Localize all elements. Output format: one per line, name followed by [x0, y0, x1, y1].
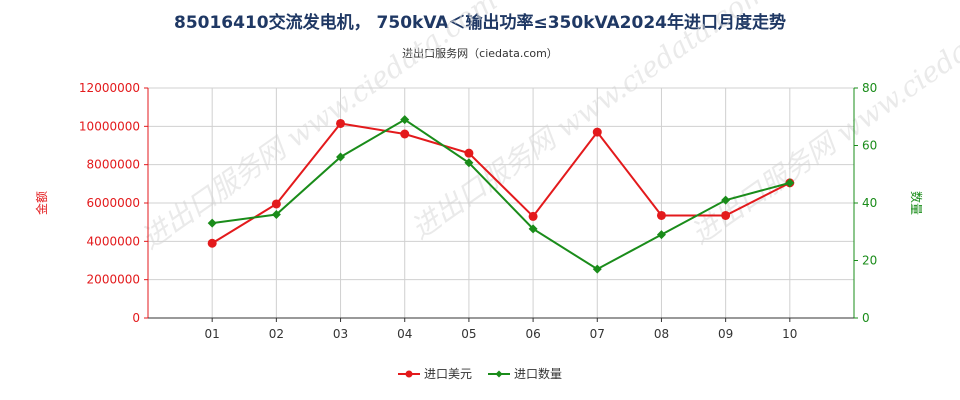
right-tick-label: 80	[862, 81, 877, 95]
left-tick-label: 12000000	[79, 81, 140, 95]
data-point-quantity	[785, 178, 795, 188]
data-point-amount	[464, 148, 474, 158]
data-point-amount	[336, 118, 346, 128]
data-point-quantity	[528, 224, 538, 234]
right-tick-label: 20	[862, 254, 877, 268]
left-tick-label: 4000000	[87, 234, 140, 248]
x-tick-label: 05	[461, 327, 476, 341]
left-tick-label: 2000000	[87, 273, 140, 287]
legend-label: 进口数量	[514, 366, 562, 381]
legend-layer[interactable]: 进口美元 进口数量	[398, 366, 562, 381]
data-point-quantity	[336, 152, 346, 162]
series-line-amount	[211, 122, 791, 245]
left-tick-label: 6000000	[87, 196, 140, 210]
right-tick-label: 60	[862, 139, 877, 153]
x-tick-label: 01	[205, 327, 220, 341]
data-point-quantity	[656, 230, 666, 240]
axes-layer: 0 2000000 4000000 6000000 8000000 10000000 120…	[34, 81, 924, 341]
x-tick-label: 10	[782, 327, 797, 341]
data-point-amount	[271, 199, 281, 209]
data-point-quantity	[464, 158, 474, 168]
data-point-amount	[656, 210, 666, 220]
legend-item-amount[interactable]: 进口美元	[398, 367, 472, 381]
x-tick-label: 08	[654, 327, 669, 341]
series-layer	[207, 115, 795, 274]
x-tick-label: 07	[590, 327, 605, 341]
legend-marker	[495, 370, 503, 378]
legend-item-quantity[interactable]: 进口数量	[488, 366, 562, 381]
left-axis-title: 金额	[34, 191, 49, 215]
data-point-quantity	[592, 264, 602, 274]
left-tick-label: 10000000	[79, 119, 140, 133]
x-tick-label: 09	[718, 327, 733, 341]
left-tick-label: 0	[132, 311, 140, 325]
data-point-amount	[592, 127, 602, 137]
data-point-amount	[721, 210, 731, 220]
legend-label: 进口美元	[424, 367, 472, 381]
x-tick-label: 04	[397, 327, 412, 341]
data-point-quantity	[721, 195, 731, 205]
data-point-amount	[400, 129, 410, 139]
right-tick-label: 40	[862, 196, 877, 210]
left-tick-label: 8000000	[87, 158, 140, 172]
right-axis-title: 数量	[909, 191, 924, 215]
data-point-quantity	[207, 218, 217, 228]
data-point-amount	[207, 238, 217, 248]
right-tick-label: 0	[862, 311, 870, 325]
data-point-amount	[528, 211, 538, 221]
chart-title: 85016410交流发电机， 750kVA＜输出功率≤350kVA2024年进口…	[173, 13, 786, 33]
legend-marker	[405, 370, 413, 378]
x-tick-label: 03	[333, 327, 348, 341]
series-line-quantity	[212, 118, 791, 271]
x-tick-label: 06	[525, 327, 540, 341]
chart-subtitle: 进出口服务网（ciedata.com）	[402, 47, 558, 60]
x-tick-label: 02	[269, 327, 284, 341]
data-point-quantity	[271, 210, 281, 219]
data-point-quantity	[400, 115, 410, 125]
